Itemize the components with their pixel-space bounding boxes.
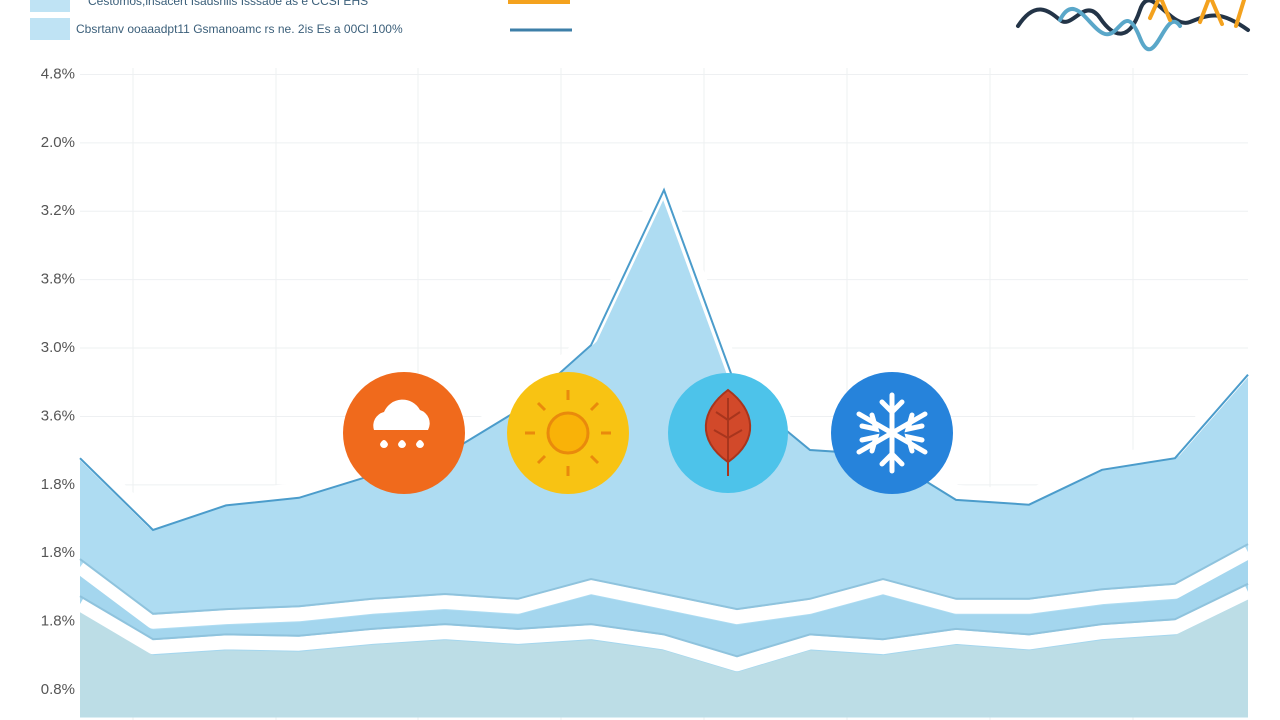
legend-label: Cbsrtanv ooaaadpt11 Gsmanoamc rs ne. 2is… (76, 22, 403, 36)
line (79, 543, 1249, 615)
area (80, 599, 1248, 718)
legend-swatch (30, 18, 70, 40)
area-edge (76, 585, 1252, 672)
y-tick-label: 0.8% (41, 681, 75, 698)
y-tick-label: 1.8% (41, 544, 75, 561)
season-icons (343, 372, 953, 494)
y-tick-label: 3.6% (41, 407, 75, 424)
legend-swatch (30, 0, 70, 12)
y-tick-label: 1.8% (41, 476, 75, 493)
y-tick-label: 3.0% (41, 339, 75, 356)
legend-label: Cestomos,lhsacert Isadsniis Isssaoe as e… (88, 0, 368, 8)
line (79, 582, 1249, 658)
legend-swatch (508, 0, 570, 4)
y-tick-label: 1.8% (41, 613, 75, 630)
y-tick-label: 4.8% (41, 65, 75, 82)
corner-graphic (1016, 0, 1250, 52)
y-tick-label: 2.0% (41, 134, 75, 151)
area-edge (75, 545, 1252, 629)
y-tick-label: 3.2% (41, 202, 75, 219)
area-edge (75, 175, 1254, 529)
y-tick-label: 3.8% (41, 271, 75, 288)
area (80, 190, 1248, 718)
line (79, 187, 1249, 532)
